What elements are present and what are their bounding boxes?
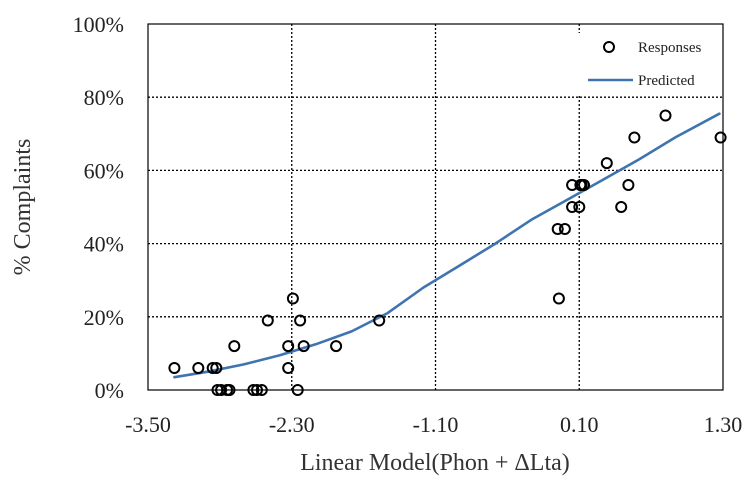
- response-point: [192, 362, 205, 374]
- response-point: [659, 109, 672, 122]
- y-tick-label: 60%: [84, 158, 124, 183]
- response-point: [247, 384, 260, 396]
- response-point: [551, 223, 564, 235]
- predicted-line: [173, 112, 721, 379]
- response-point: [261, 314, 274, 327]
- response-point: [206, 362, 219, 374]
- legend-marker-responses: [603, 41, 615, 53]
- response-point: [210, 362, 223, 374]
- x-tick-label: 1.30: [704, 412, 743, 437]
- x-tick-label: -1.10: [413, 412, 459, 437]
- y-tick-label: 20%: [84, 305, 124, 330]
- x-tick-label: 0.10: [560, 412, 599, 437]
- response-point: [566, 201, 579, 213]
- response-point: [330, 340, 343, 353]
- x-tick-label: -3.50: [125, 412, 171, 437]
- response-point: [615, 201, 628, 213]
- response-point: [628, 131, 641, 144]
- response-point: [282, 340, 295, 353]
- response-point: [223, 384, 236, 396]
- legend-label-responses: Responses: [638, 40, 701, 56]
- legend-box: [578, 33, 720, 95]
- response-point: [255, 384, 268, 396]
- y-tick-label: 0%: [95, 378, 124, 403]
- x-tick-label: -2.30: [269, 412, 315, 437]
- response-point: [251, 384, 263, 396]
- response-point: [622, 179, 635, 191]
- legend-label-predicted: Predicted: [638, 73, 695, 89]
- response-point: [228, 340, 241, 353]
- x-axis-title: Linear Model(Phon + ΔLta): [300, 450, 570, 476]
- predicted-line-group: [173, 112, 721, 379]
- y-axis-title: % Complaints: [10, 139, 36, 276]
- response-point: [552, 292, 565, 305]
- response-point: [600, 157, 613, 170]
- responses-points-group: [168, 109, 727, 396]
- legend: Responses Predicted: [578, 33, 720, 95]
- y-tick-label: 80%: [84, 85, 124, 110]
- response-point: [297, 340, 310, 353]
- response-point: [286, 292, 299, 305]
- response-point: [373, 314, 386, 327]
- response-point: [294, 314, 307, 327]
- response-point: [215, 384, 228, 396]
- response-point: [282, 362, 295, 374]
- y-tick-label: 100%: [73, 12, 124, 37]
- x-tick-labels: -3.50 -2.30 -1.10 0.10 1.30: [125, 412, 742, 437]
- response-point: [168, 362, 181, 374]
- y-tick-label: 40%: [84, 232, 124, 257]
- response-point: [575, 179, 588, 191]
- response-point: [714, 131, 727, 144]
- response-point: [573, 201, 586, 213]
- y-tick-labels: 0% 20% 40% 60% 80% 100%: [73, 12, 124, 403]
- response-point: [291, 384, 304, 396]
- response-point: [558, 223, 571, 235]
